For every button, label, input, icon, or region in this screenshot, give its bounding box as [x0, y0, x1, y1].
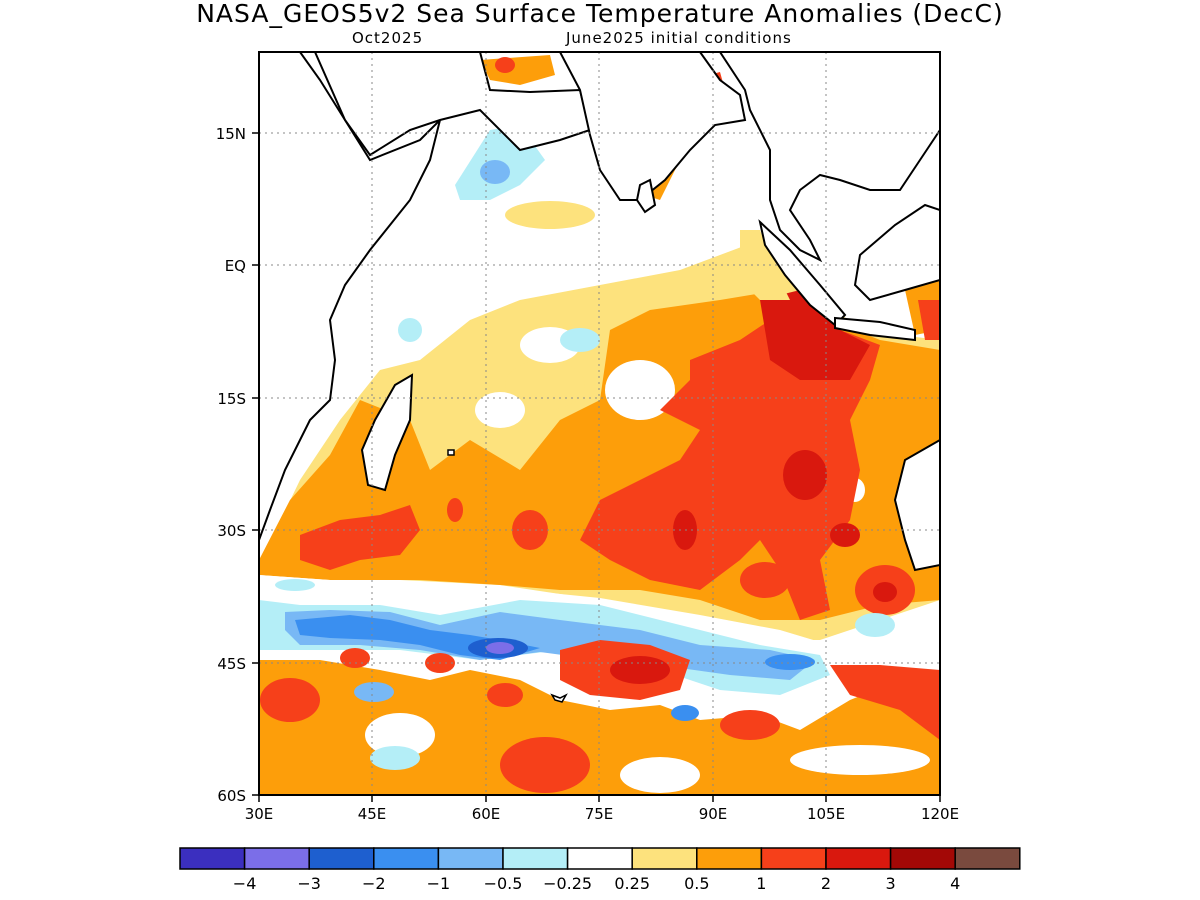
anomaly-red-region	[300, 505, 420, 570]
colorbar-label: 3	[886, 874, 896, 893]
x-tick-marks	[258, 795, 941, 802]
anomaly-darkred-core	[783, 450, 827, 500]
x-tick-label: 30E	[245, 805, 274, 823]
colorbar-swatch	[889, 847, 956, 870]
x-tick-label: 105E	[807, 805, 845, 823]
colorbar-swatch	[373, 847, 440, 870]
anomaly-neutral-patch	[605, 360, 675, 420]
anomaly-mid-blue	[765, 654, 815, 670]
madagascar-island	[360, 373, 414, 492]
anomaly-orange-coastal	[480, 55, 555, 85]
australia-landmass	[893, 438, 940, 572]
colorbar-label: 2	[821, 874, 831, 893]
coastlines	[259, 52, 940, 703]
colorbar-label: −3	[297, 874, 321, 893]
anomaly-red-blob	[720, 710, 780, 740]
y-tick-label: 30S	[217, 522, 246, 540]
colorbar-label: −0.5	[484, 874, 523, 893]
anomaly-neutral-patch	[790, 745, 930, 775]
colorbar-label: −0.25	[543, 874, 592, 893]
anomaly-darkred-region	[760, 290, 870, 380]
anomaly-neutral-patch	[620, 757, 700, 793]
anomaly-darkred-core	[873, 582, 897, 602]
colorbar-swatch	[954, 847, 1021, 870]
colorbar-label: −4	[233, 874, 257, 893]
borneo-island	[853, 203, 940, 302]
anomaly-red-blob	[340, 648, 370, 668]
kerguelen-island	[550, 693, 568, 703]
x-tick-label: 90E	[699, 805, 728, 823]
colorbar-swatch	[308, 847, 375, 870]
anomaly-red-region	[830, 665, 940, 740]
sri-lanka	[635, 178, 657, 214]
y-tick-label: EQ	[225, 257, 246, 275]
x-tick-label: 60E	[472, 805, 501, 823]
map-subtitle-init: June2025 initial conditions	[566, 29, 792, 47]
colorbar-swatch	[502, 847, 569, 870]
colorbar-swatch	[179, 847, 246, 870]
mauritius-island	[447, 449, 455, 456]
anomaly-blue-patch	[671, 705, 699, 721]
anomaly-lightblue-patch	[560, 328, 600, 352]
anomaly-lightblue-patch	[370, 746, 420, 770]
y-tick-marks	[252, 132, 259, 796]
x-tick-label: 45E	[358, 805, 387, 823]
anomaly-blue-patch	[480, 160, 510, 184]
anomaly-red-blob	[500, 737, 590, 793]
anomaly-blue-patch	[354, 682, 394, 702]
anomaly-neutral-patch	[365, 713, 435, 757]
colorbar-swatch	[243, 847, 310, 870]
y-tick-label: 45S	[217, 655, 246, 673]
anomaly-red-blob	[740, 562, 790, 598]
colorbar-label: 4	[950, 874, 960, 893]
colorbar-label: 0.25	[614, 874, 650, 893]
map-subtitle-date: Oct2025	[352, 29, 424, 47]
anomaly-neutral-patch	[475, 392, 525, 428]
colorbar-label: −2	[362, 874, 386, 893]
anomaly-yellow-patch	[505, 201, 595, 229]
anomaly-lightblue-patch	[398, 318, 422, 342]
anomaly-red-coastal	[495, 57, 515, 73]
colorbar-swatch	[696, 847, 763, 870]
anomaly-darkred-core	[830, 523, 860, 547]
anomaly-red-blob	[447, 498, 463, 522]
anomaly-red-blob	[487, 683, 523, 707]
colorbar: −4 −3 −2 −1 −0.5 −0.25 0.25 0.5 1 2 3 4	[179, 847, 1021, 893]
anomaly-orange-field	[259, 660, 940, 795]
anomaly-lightblue-patch	[855, 613, 895, 637]
colorbar-label: 1	[756, 874, 766, 893]
india-landmass	[558, 52, 747, 201]
anomaly-red-blob	[260, 678, 320, 722]
anomaly-lightblue-patch	[275, 579, 315, 591]
anomaly-red-coastal	[918, 300, 940, 340]
x-tick-label: 120E	[921, 805, 959, 823]
x-tick-label: 75E	[585, 805, 614, 823]
colorbar-label: 0.5	[684, 874, 709, 893]
colorbar-swatch	[760, 847, 827, 870]
y-tick-label: 15S	[217, 390, 246, 408]
anomaly-field	[259, 55, 940, 795]
colorbar-swatch	[825, 847, 892, 870]
colorbar-swatch	[566, 847, 633, 870]
colorbar-label: −1	[427, 874, 451, 893]
java-island	[834, 316, 916, 342]
map-title: NASA_GEOS5v2 Sea Surface Temperature Ano…	[196, 0, 1004, 28]
anomaly-deepest-blue	[486, 642, 514, 654]
southeast-asia-landmass	[718, 52, 940, 263]
y-tick-label: 60S	[217, 787, 246, 805]
grid-lines	[259, 52, 940, 795]
colorbar-swatch	[631, 847, 698, 870]
colorbar-swatch	[437, 847, 504, 870]
anomaly-darkred-core	[610, 656, 670, 684]
y-tick-label: 15N	[216, 125, 246, 143]
arabia-landmass	[313, 52, 592, 157]
